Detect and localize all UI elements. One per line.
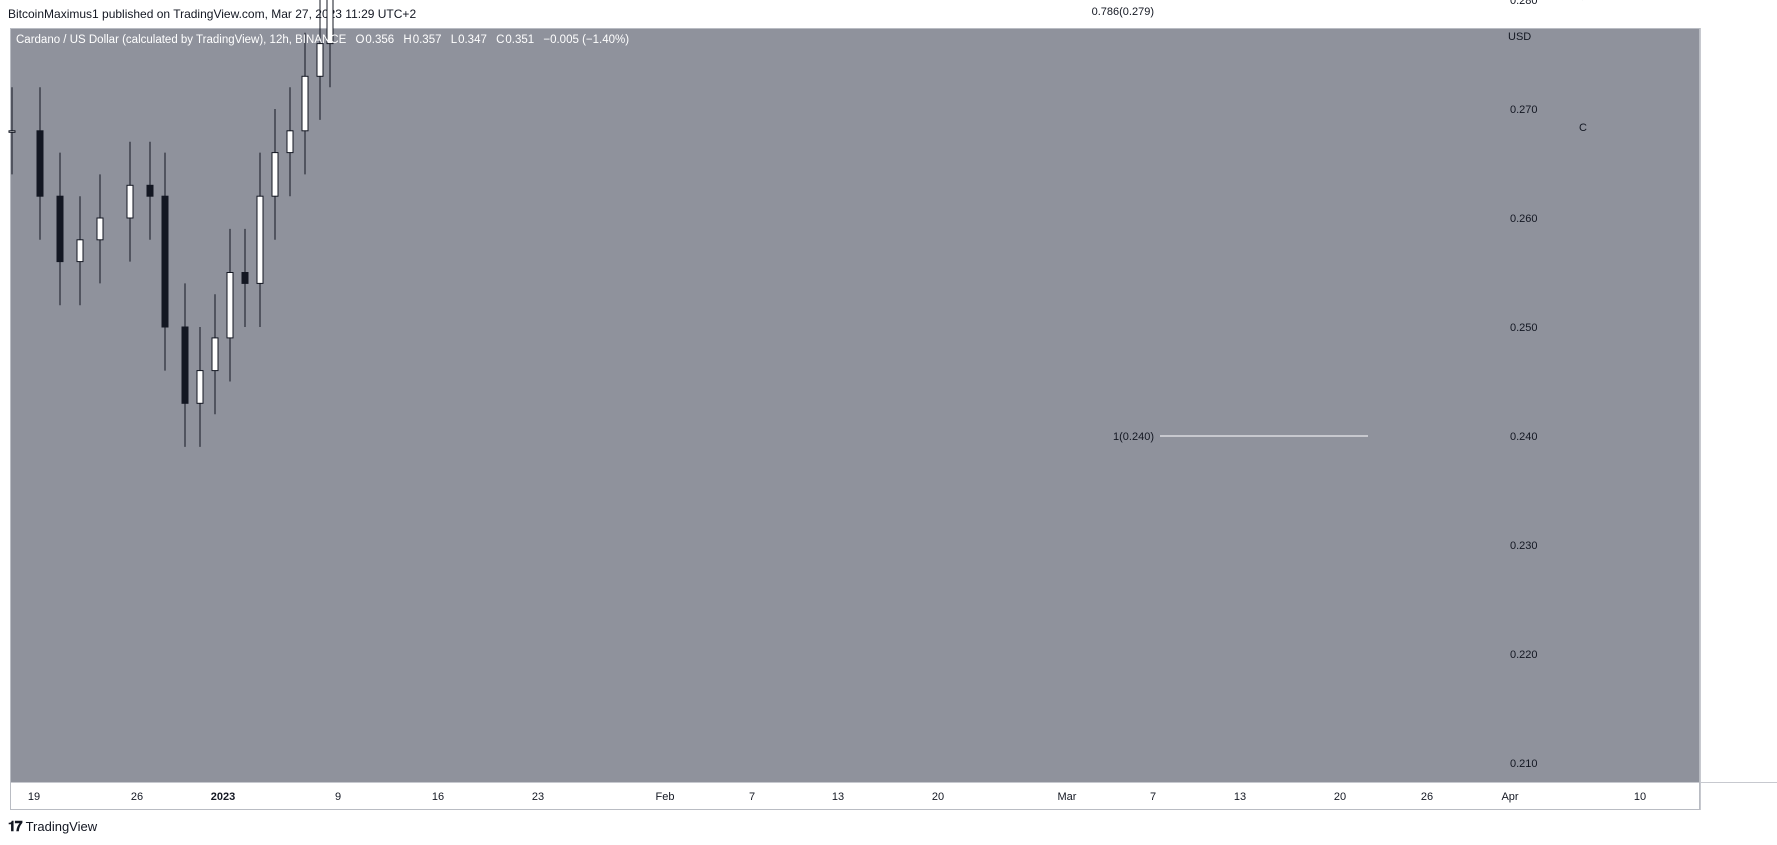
fib-level-label: 0.786(0.279) [1092, 6, 1154, 18]
candle-body [76, 239, 84, 263]
close-label: C [496, 34, 505, 46]
fib-level-label: 1(0.240) [1113, 431, 1154, 443]
symbol-legend: Cardano / US Dollar (calculated by Tradi… [16, 34, 629, 46]
candle [271, 109, 279, 240]
candle-body [316, 43, 324, 77]
candle [8, 87, 16, 175]
price-tick-label: 0.250 [1510, 322, 1538, 334]
time-tick-label: 7 [1150, 791, 1156, 803]
price-axis[interactable] [1700, 28, 1777, 782]
time-tick-label: 13 [832, 791, 844, 803]
candle [286, 87, 294, 197]
candle-body [226, 272, 234, 339]
candle-body [196, 370, 204, 404]
candle-body [211, 337, 219, 372]
candle-body [301, 75, 309, 132]
time-tick-label: 20 [1334, 791, 1346, 803]
time-tick-label: Feb [656, 791, 675, 803]
candle-body [161, 195, 169, 328]
axis-corner [1700, 782, 1777, 810]
candle-body [241, 272, 249, 284]
candle [211, 294, 219, 415]
candle [241, 228, 249, 327]
time-axis[interactable] [10, 782, 1700, 810]
candle-body [326, 0, 334, 45]
high-label: H [403, 34, 412, 46]
candle-body [286, 130, 294, 154]
low-value: 0.347 [458, 34, 487, 46]
time-tick-label: 2023 [211, 791, 235, 803]
price-tick-label: 0.210 [1510, 758, 1538, 770]
price-axis-currency: USD [1508, 31, 1531, 43]
open-label: O [355, 34, 365, 46]
symbol-title: Cardano / US Dollar (calculated by Tradi… [16, 34, 347, 46]
candle [181, 283, 189, 447]
close-value: 0.351 [505, 34, 535, 46]
candle [256, 152, 264, 327]
open-value: 0.356 [365, 34, 395, 46]
candle-body [8, 130, 16, 133]
time-tick-label: 26 [1421, 791, 1433, 803]
wave-label: C [1579, 122, 1587, 134]
candle [146, 141, 154, 240]
candle [226, 228, 234, 382]
price-tick-label: 0.270 [1510, 104, 1538, 116]
time-tick-label: 16 [432, 791, 444, 803]
price-tick-label: 0.280 [1510, 0, 1538, 7]
candle [96, 174, 104, 284]
candle [36, 87, 44, 240]
candle [126, 141, 134, 262]
time-tick-label: 26 [131, 791, 143, 803]
time-tick-label: 7 [749, 791, 755, 803]
time-tick-label: 13 [1234, 791, 1246, 803]
time-tick-label: 23 [532, 791, 544, 803]
tradingview-logo-icon: 𝟏𝟕 [8, 818, 23, 834]
candle-body [271, 152, 279, 197]
candle-body [256, 195, 264, 284]
candle-body [181, 326, 189, 404]
price-tick-label: 0.240 [1510, 431, 1538, 443]
candle-body [126, 184, 134, 219]
brand-name: TradingView [25, 819, 98, 834]
time-tick-label: Mar [1058, 791, 1077, 803]
candle-body [36, 130, 44, 197]
change-value: −0.005 (−1.40%) [543, 34, 630, 46]
price-tick-label: 0.220 [1510, 649, 1538, 661]
publish-info: BitcoinMaximus1 published on TradingView… [8, 7, 417, 21]
time-tick-label: 20 [932, 791, 944, 803]
candle [76, 196, 84, 306]
low-label: L [450, 34, 458, 46]
chart-plot-area[interactable] [10, 28, 1700, 782]
candle [316, 0, 324, 120]
candle-body [146, 184, 154, 197]
candle [326, 0, 334, 88]
time-tick-label: 19 [28, 791, 40, 803]
candle-body [96, 217, 104, 241]
candle-body [56, 195, 64, 263]
chart-frame [10, 28, 1700, 810]
footer-brand: 𝟏𝟕 TradingView [8, 818, 97, 835]
price-tick-label: 0.230 [1510, 540, 1538, 552]
candle [161, 152, 169, 371]
high-value: 0.357 [412, 34, 442, 46]
time-tick-label: Apr [1501, 791, 1518, 803]
time-tick-label: 9 [335, 791, 341, 803]
candle [301, 32, 309, 175]
candle [56, 152, 64, 306]
time-tick-label: 10 [1634, 791, 1646, 803]
price-tick-label: 0.260 [1510, 213, 1538, 225]
candle [196, 327, 204, 447]
